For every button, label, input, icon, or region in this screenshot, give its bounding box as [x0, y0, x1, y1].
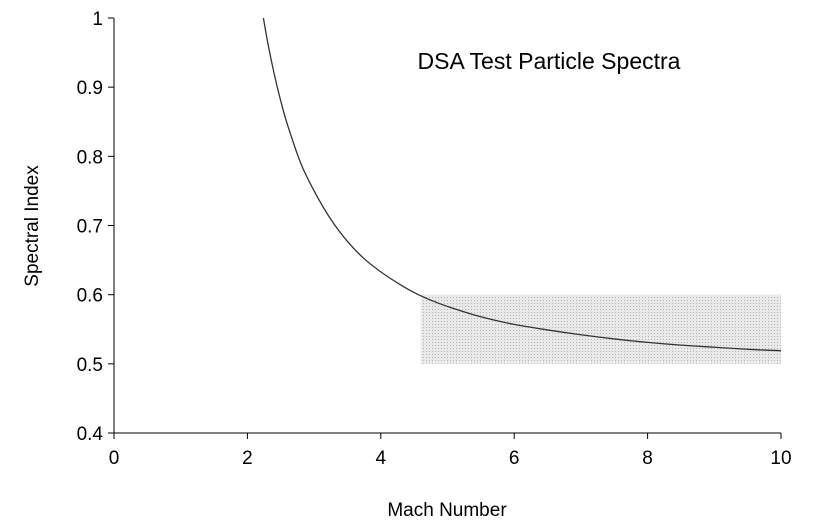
shaded-region-layer [420, 294, 781, 364]
axes [113, 18, 781, 434]
x-tick-label: 6 [509, 448, 520, 469]
y-tick-label: 0.4 [77, 424, 104, 445]
y-tick-label: 0.7 [77, 217, 103, 238]
x-tick-label: 8 [642, 448, 653, 469]
chart-title: DSA Test Particle Spectra [418, 48, 681, 74]
y-tick-label: 0.6 [77, 286, 103, 307]
series-layer [262, 17, 782, 352]
x-tick-label: 4 [376, 448, 387, 469]
x-axis-title: Mach Number [387, 500, 507, 521]
y-tick-label: 0.5 [77, 355, 103, 376]
y-tick-label: 0.9 [77, 78, 103, 99]
y-tick-label: 0.8 [77, 147, 103, 168]
y-tick-label: 1 [92, 9, 103, 30]
x-ticks: 0 2 4 6 8 10 [109, 433, 792, 469]
x-tick-label: 2 [242, 448, 253, 469]
x-tick-label: 10 [770, 448, 791, 469]
x-tick-label: 0 [109, 448, 120, 469]
y-ticks: 0.4 0.5 0.6 0.7 0.8 0.9 1 [77, 9, 114, 445]
shaded-region [420, 294, 781, 364]
series-line-0 [262, 17, 782, 352]
y-axis-title: Spectral Index [22, 165, 43, 287]
